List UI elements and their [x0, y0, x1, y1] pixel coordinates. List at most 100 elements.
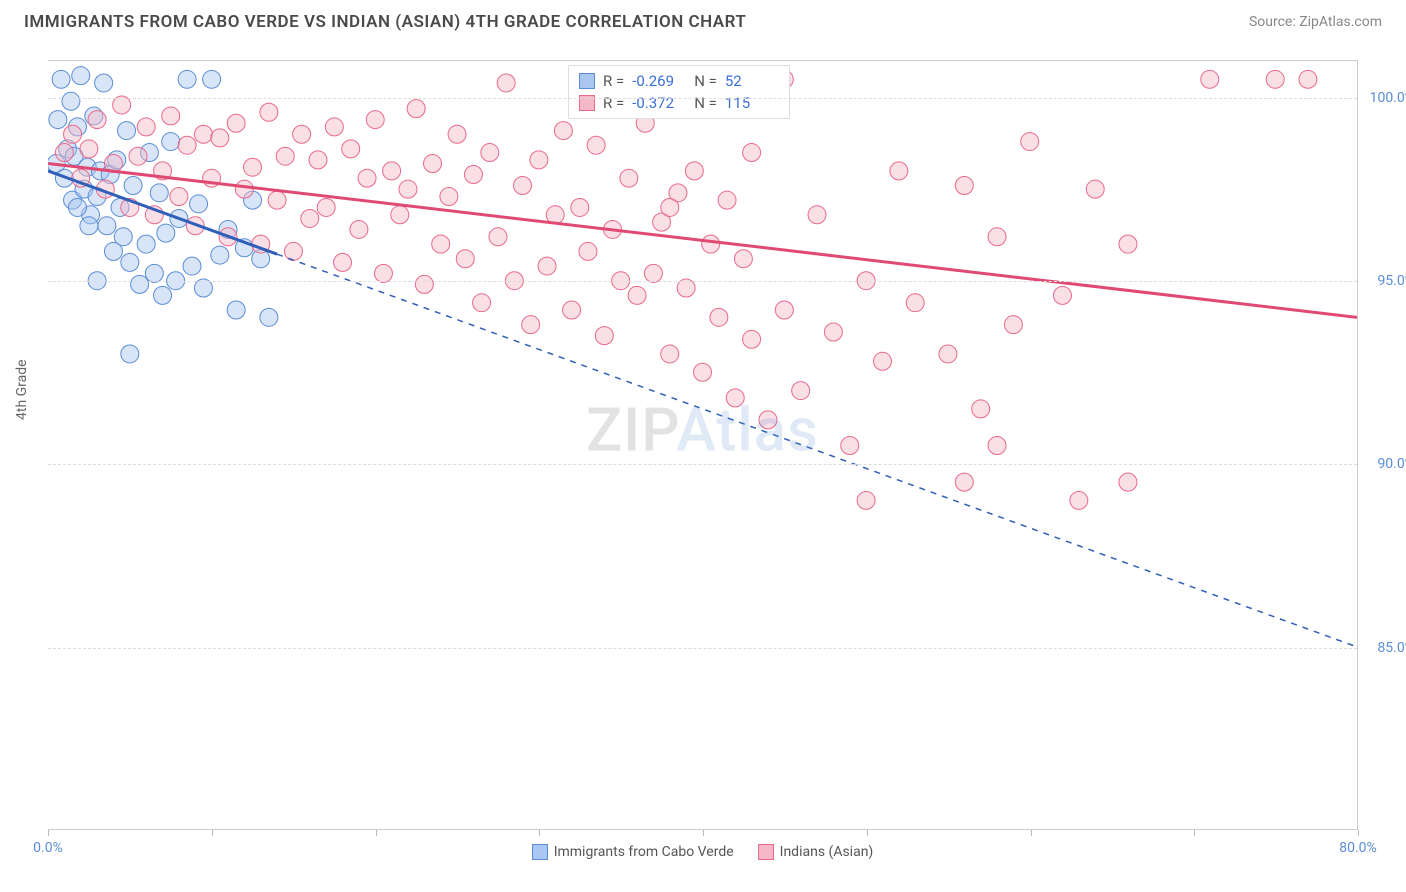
stats-row: R =-0.372N =115 — [579, 92, 779, 114]
data-point — [489, 228, 507, 246]
data-point — [792, 382, 810, 400]
data-point — [1299, 70, 1317, 88]
data-point — [1053, 286, 1071, 304]
data-point — [988, 437, 1006, 455]
data-point — [190, 195, 208, 213]
data-point — [145, 264, 163, 282]
scatter-plot — [48, 61, 1357, 830]
data-point — [124, 177, 142, 195]
data-point — [211, 246, 229, 264]
data-point — [235, 180, 253, 198]
data-point — [55, 144, 73, 162]
data-point — [399, 180, 417, 198]
data-point — [906, 294, 924, 312]
x-tick-mark — [703, 830, 704, 836]
data-point — [374, 264, 392, 282]
data-point — [366, 111, 384, 129]
data-point — [955, 177, 973, 195]
data-point — [183, 257, 201, 275]
data-point — [350, 220, 368, 238]
data-point — [95, 74, 113, 92]
data-point — [1119, 235, 1137, 253]
data-point — [702, 235, 720, 253]
x-tick-label: 80.0% — [1339, 840, 1377, 856]
data-point — [710, 308, 728, 326]
data-point — [137, 118, 155, 136]
data-point — [448, 125, 466, 143]
data-point — [530, 151, 548, 169]
data-point — [293, 125, 311, 143]
data-point — [1086, 180, 1104, 198]
data-point — [80, 217, 98, 235]
data-point — [162, 107, 180, 125]
data-point — [1201, 70, 1219, 88]
data-point — [129, 147, 147, 165]
data-point — [268, 191, 286, 209]
data-point — [383, 162, 401, 180]
gridline — [48, 98, 1357, 99]
data-point — [88, 111, 106, 129]
data-point — [620, 169, 638, 187]
stats-r-value: -0.269 — [632, 72, 686, 90]
y-tick-label: 95.0% — [1377, 273, 1406, 289]
data-point — [481, 144, 499, 162]
x-tick-mark — [212, 830, 213, 836]
legend-label: Indians (Asian) — [780, 844, 874, 860]
data-point — [743, 144, 761, 162]
data-point — [162, 133, 180, 151]
data-point — [440, 188, 458, 206]
data-point — [276, 147, 294, 165]
data-point — [661, 198, 679, 216]
data-point — [743, 330, 761, 348]
data-point — [309, 151, 327, 169]
chart-area: ZIPAtlas R =-0.269N =52R =-0.372N =115 I… — [48, 60, 1358, 830]
legend-swatch — [758, 844, 774, 860]
stats-n-label: N = — [694, 72, 717, 90]
stats-n-value: 52 — [725, 72, 779, 90]
data-point — [563, 301, 581, 319]
data-point — [121, 253, 139, 271]
data-point — [80, 140, 98, 158]
data-point — [972, 400, 990, 418]
source-attribution: Source: ZipAtlas.com — [1249, 14, 1382, 30]
data-point — [579, 242, 597, 260]
y-tick-label: 90.0% — [1377, 456, 1406, 472]
data-point — [64, 125, 82, 143]
x-tick-label: 0.0% — [33, 840, 63, 856]
data-point — [211, 129, 229, 147]
data-point — [841, 437, 859, 455]
data-point — [432, 235, 450, 253]
legend-item: Immigrants from Cabo Verde — [532, 844, 734, 860]
data-point — [203, 70, 221, 88]
data-point — [955, 473, 973, 491]
data-point — [554, 122, 572, 140]
data-point — [62, 92, 80, 110]
data-point — [857, 491, 875, 509]
data-point — [587, 136, 605, 154]
data-point — [68, 198, 86, 216]
data-point — [358, 169, 376, 187]
gridline — [48, 464, 1357, 465]
data-point — [890, 162, 908, 180]
data-point — [538, 257, 556, 275]
data-point — [137, 235, 155, 253]
data-point — [301, 209, 319, 227]
data-point — [415, 275, 433, 293]
data-point — [284, 242, 302, 260]
x-tick-mark — [867, 830, 868, 836]
data-point — [72, 67, 90, 85]
regression-line-dashed — [277, 254, 1357, 647]
data-point — [260, 103, 278, 121]
data-point — [260, 308, 278, 326]
data-point — [775, 301, 793, 319]
legend-item: Indians (Asian) — [758, 844, 874, 860]
data-point — [734, 250, 752, 268]
stats-swatch — [579, 73, 595, 89]
data-point — [170, 188, 188, 206]
data-point — [522, 316, 540, 334]
data-point — [342, 140, 360, 158]
data-point — [52, 70, 70, 88]
data-point — [456, 250, 474, 268]
data-point — [325, 118, 343, 136]
y-tick-label: 85.0% — [1377, 640, 1406, 656]
